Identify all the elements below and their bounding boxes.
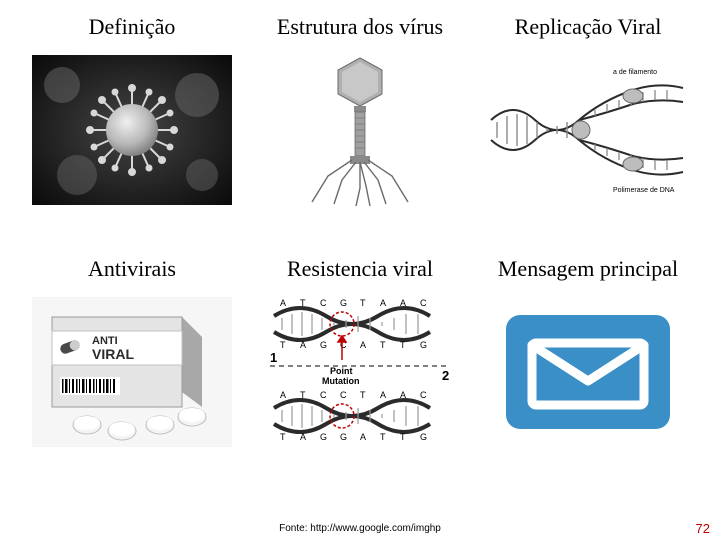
heading-mensagem: Mensagem principal [480, 254, 696, 286]
svg-text:A: A [380, 390, 386, 400]
svg-text:A: A [360, 340, 366, 350]
svg-text:a de filamento: a de filamento [613, 69, 657, 76]
heading-replicacao: Replicação Viral [480, 12, 696, 44]
svg-text:Polimerase de DNA: Polimerase de DNA [613, 187, 675, 194]
page-number: 72 [696, 521, 710, 536]
image-mensagem [480, 292, 696, 452]
svg-text:G: G [340, 298, 347, 308]
svg-text:A: A [300, 432, 306, 442]
svg-text:T: T [380, 432, 386, 442]
svg-text:A: A [300, 340, 306, 350]
image-resistencia: A T C G T A A C [252, 292, 468, 452]
svg-text:T: T [360, 298, 366, 308]
heading-resistencia: Resistencia viral [252, 254, 468, 286]
svg-text:C: C [420, 390, 427, 400]
heading-estrutura: Estrutura dos vírus [252, 12, 468, 44]
svg-text:Mutation: Mutation [322, 376, 360, 386]
source-footer: Fonte: http://www.google.com/imghp [0, 523, 720, 534]
image-antivirais: ANTI VIRAL [24, 292, 240, 452]
svg-text:1: 1 [270, 350, 277, 365]
svg-text:T: T [400, 432, 406, 442]
svg-text:A: A [280, 298, 286, 308]
heading-antivirais: Antivirais [24, 254, 240, 286]
svg-text:G: G [420, 432, 427, 442]
svg-text:Point: Point [330, 366, 353, 376]
image-replicacao: a de filamento Polimerase de DNA [480, 50, 696, 210]
image-definicao [24, 50, 240, 210]
svg-text:C: C [340, 390, 347, 400]
image-estrutura [252, 50, 468, 210]
svg-text:VIRAL: VIRAL [92, 346, 134, 362]
svg-text:G: G [320, 432, 327, 442]
svg-text:G: G [340, 432, 347, 442]
svg-text:T: T [280, 432, 286, 442]
svg-text:G: G [420, 340, 427, 350]
svg-text:T: T [380, 340, 386, 350]
heading-definicao: Definição [24, 12, 240, 44]
envelope-icon [498, 307, 678, 437]
svg-text:T: T [280, 340, 286, 350]
svg-text:T: T [360, 390, 366, 400]
svg-text:A: A [280, 390, 286, 400]
svg-text:C: C [420, 298, 427, 308]
svg-text:G: G [320, 340, 327, 350]
svg-text:C: C [320, 298, 327, 308]
svg-text:2: 2 [442, 368, 449, 383]
svg-text:T: T [400, 340, 406, 350]
svg-text:A: A [360, 432, 366, 442]
svg-text:A: A [380, 298, 386, 308]
svg-text:C: C [320, 390, 327, 400]
